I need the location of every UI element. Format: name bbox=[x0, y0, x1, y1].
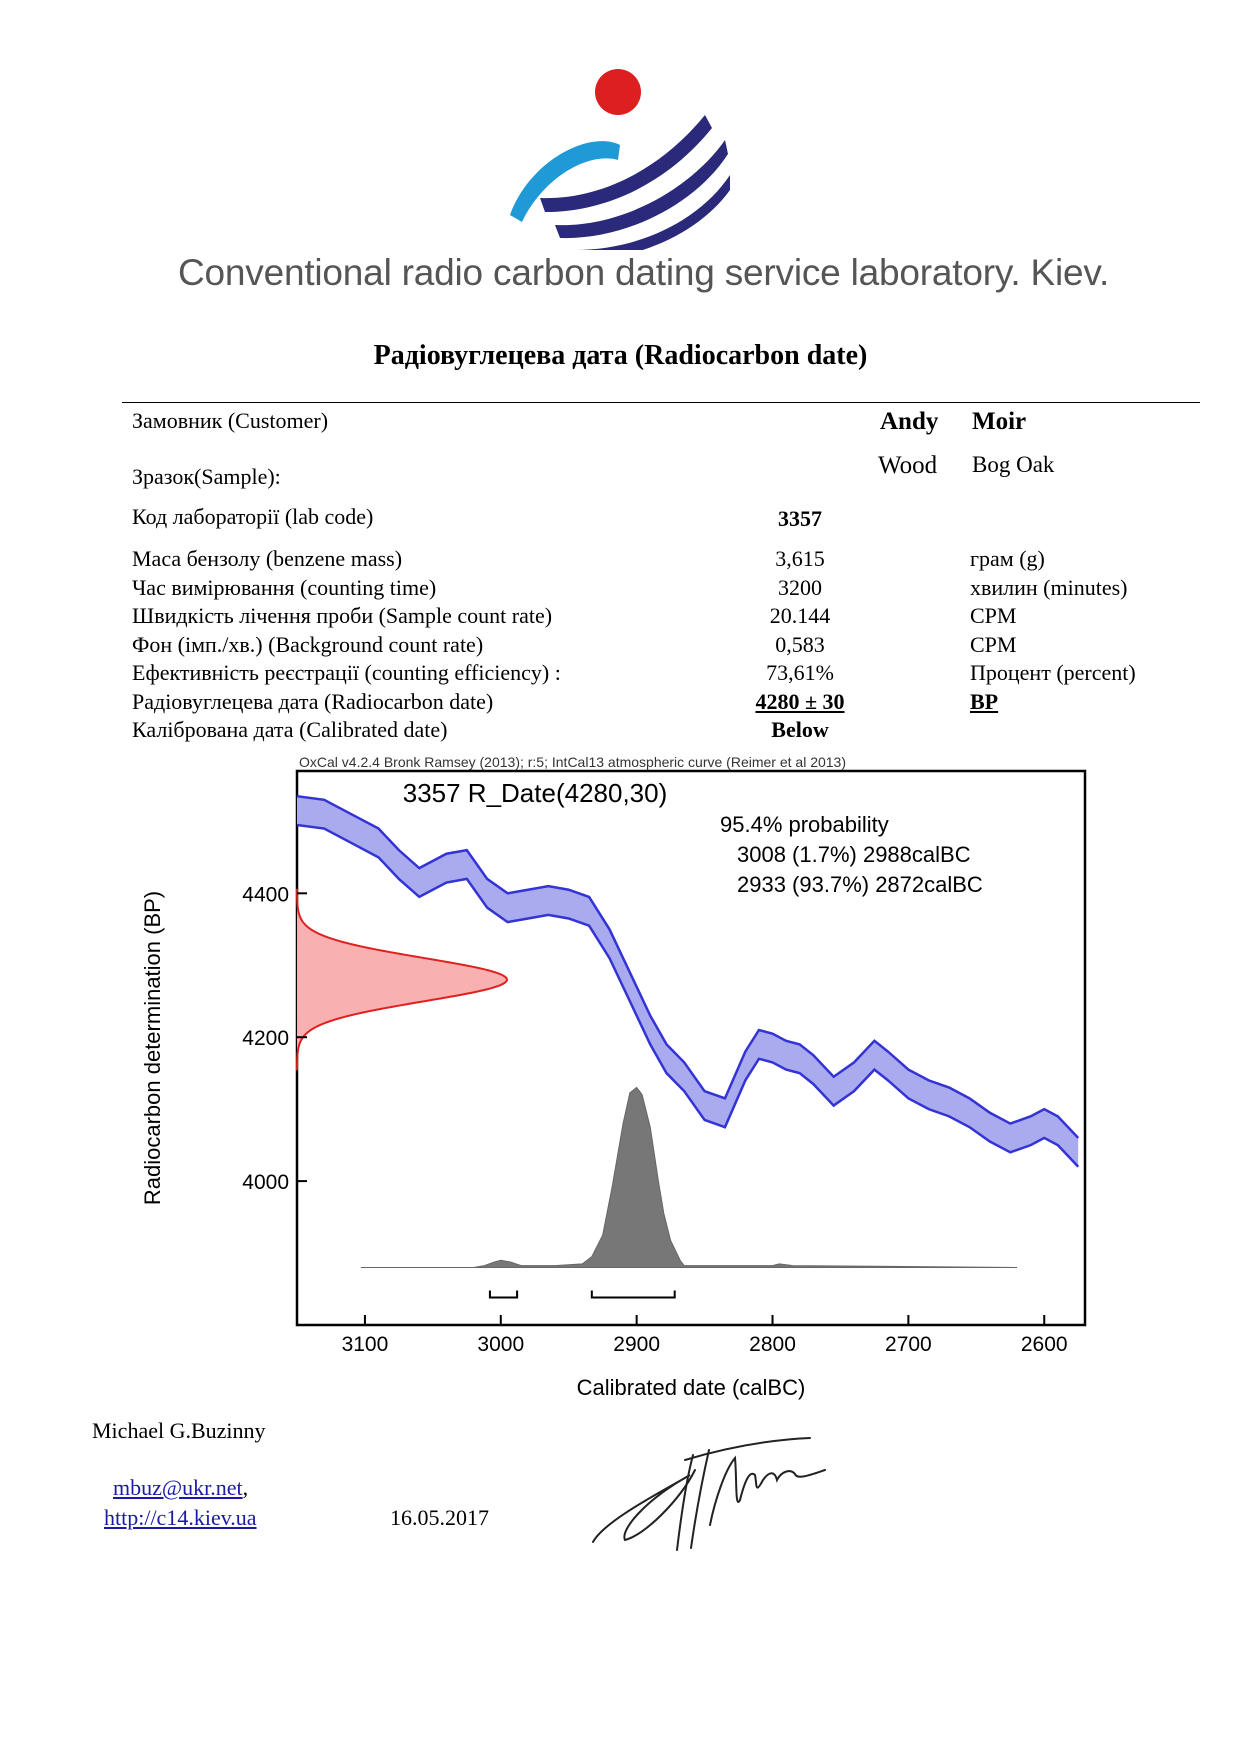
email-line: mbuz@ukr.net, bbox=[113, 1475, 248, 1501]
calibration-band bbox=[297, 796, 1079, 1167]
calibration-curve-upper bbox=[296, 794, 1080, 1139]
y-axis-label: Radiocarbon determination (BP) bbox=[140, 891, 165, 1205]
annotation-range-1: 3008 (1.7%) 2988calBC bbox=[737, 842, 971, 867]
lab-name: Conventional radio carbon dating service… bbox=[178, 252, 1110, 293]
calibrated-date-value: Below bbox=[771, 717, 829, 742]
row-value: 3,615 bbox=[775, 546, 825, 571]
row-unit: грам (g) bbox=[970, 546, 1045, 571]
title-divider bbox=[122, 402, 1200, 403]
logo-navy-arc-1 bbox=[540, 115, 712, 212]
annotation-probability: 95.4% probability bbox=[720, 812, 889, 837]
row-label: Фон (імп./хв.) (Background count rate) bbox=[132, 632, 484, 657]
logo-navy-arc-3 bbox=[575, 175, 730, 250]
sample-label: Зразок(Sample): bbox=[132, 464, 281, 489]
sample-type: Bog Oak bbox=[972, 452, 1055, 477]
labcode-label: Код лабораторії (lab code) bbox=[132, 504, 374, 529]
calibration-curve-lower bbox=[296, 823, 1080, 1168]
x-tick-label: 2900 bbox=[613, 1333, 660, 1356]
row-value: 3200 bbox=[778, 575, 822, 600]
signer-name: Michael G.Buzinny bbox=[92, 1418, 266, 1443]
x-tick-label: 2800 bbox=[749, 1333, 796, 1356]
x-axis-label: Calibrated date (calBC) bbox=[577, 1375, 806, 1400]
calibration-chart: OxCal v4.2.4 Bronk Ramsey (2013); r:5; I… bbox=[140, 754, 1087, 1400]
radiocarbon-date-unit: BP bbox=[970, 689, 999, 714]
lab-logo bbox=[510, 69, 730, 250]
x-tick-label: 3100 bbox=[342, 1333, 389, 1356]
row-label: Швидкість лічення проби (Sample count ra… bbox=[132, 603, 553, 628]
row-value: 0,583 bbox=[775, 632, 825, 657]
row-value: 73,61% bbox=[766, 660, 834, 685]
x-tick-label: 2600 bbox=[1021, 1333, 1068, 1356]
row-value: 20.144 bbox=[769, 603, 831, 628]
row-label: Ефективність реєстрації (counting effici… bbox=[132, 660, 561, 685]
url-line: http://c14.kiev.ua bbox=[104, 1505, 257, 1531]
logo-navy-arc-2 bbox=[555, 140, 728, 239]
range-bracket-1 bbox=[590, 1290, 676, 1299]
row-label: Час вимірювання (counting time) bbox=[132, 575, 437, 600]
row-unit: CPM bbox=[970, 603, 1017, 628]
report-date: 16.05.2017 bbox=[390, 1505, 489, 1530]
y-tick-label: 4200 bbox=[242, 1027, 289, 1050]
row-unit: CPM bbox=[970, 632, 1017, 657]
radiocarbon-date-value: 4280 ± 30 bbox=[755, 689, 845, 714]
chart-title: 3357 R_Date(4280,30) bbox=[403, 778, 668, 808]
radiocarbon-date-label: Радіовуглецева дата (Radiocarbon date) bbox=[132, 689, 494, 714]
customer-last-name: Moir bbox=[972, 408, 1027, 435]
measurement-distribution bbox=[296, 888, 509, 1071]
annotation-range-2: 2933 (93.7%) 2872calBC bbox=[737, 872, 983, 897]
row-label: Маса бензолу (benzene mass) bbox=[132, 546, 403, 571]
sample-material: Wood bbox=[878, 452, 938, 479]
measurement-fill bbox=[297, 888, 507, 1071]
email-link[interactable]: mbuz@ukr.net bbox=[113, 1475, 243, 1500]
website-link[interactable]: http://c14.kiev.ua bbox=[104, 1505, 257, 1530]
chart-header: OxCal v4.2.4 Bronk Ramsey (2013); r:5; I… bbox=[299, 754, 846, 770]
range-bracket-0 bbox=[488, 1290, 519, 1299]
logo-blue-arc bbox=[510, 141, 620, 222]
document-title: Радіовуглецева дата (Radiocarbon date) bbox=[373, 340, 868, 371]
handwritten-signature bbox=[592, 1437, 826, 1551]
y-tick-label: 4000 bbox=[242, 1171, 289, 1194]
x-tick-label: 2700 bbox=[885, 1333, 932, 1356]
labcode-value: 3357 bbox=[778, 506, 822, 531]
x-tick-label: 3000 bbox=[477, 1333, 524, 1356]
logo-red-dot bbox=[595, 69, 641, 115]
y-tick-label: 4400 bbox=[242, 883, 289, 906]
email-suffix: , bbox=[242, 1475, 249, 1500]
posterior-distribution bbox=[360, 1086, 1018, 1268]
row-unit: Процент (percent) bbox=[970, 660, 1136, 685]
row-unit: хвилин (minutes) bbox=[970, 575, 1128, 600]
calibrated-date-label: Калібрована дата (Calibrated date) bbox=[132, 717, 448, 742]
customer-label: Замовник (Customer) bbox=[132, 408, 329, 433]
customer-first-name: Andy bbox=[880, 408, 939, 435]
